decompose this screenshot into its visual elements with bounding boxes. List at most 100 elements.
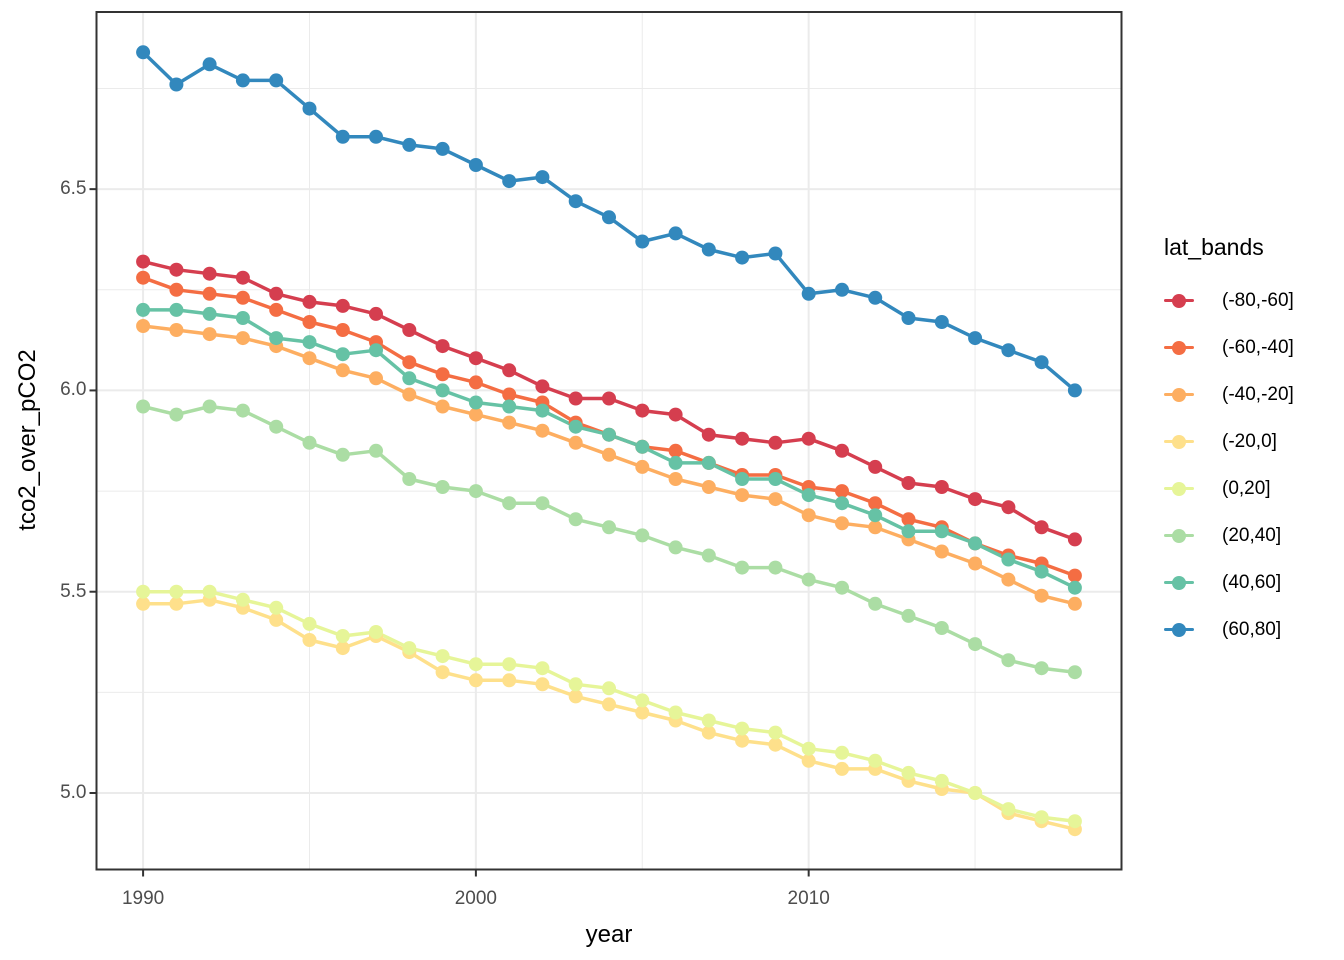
data-point bbox=[136, 584, 151, 599]
data-point bbox=[535, 677, 550, 692]
data-point bbox=[169, 596, 184, 611]
data-point bbox=[169, 323, 184, 337]
legend-item-label: (60,80] bbox=[1222, 618, 1282, 640]
data-point bbox=[1034, 588, 1049, 603]
data-point bbox=[402, 641, 417, 656]
series-points bbox=[136, 45, 1082, 837]
data-point bbox=[701, 725, 716, 740]
data-point bbox=[435, 399, 450, 414]
series-points-5 bbox=[136, 399, 1082, 680]
data-point bbox=[868, 496, 883, 511]
data-point bbox=[868, 508, 883, 523]
data-point bbox=[968, 556, 983, 571]
data-point bbox=[635, 234, 650, 249]
data-point bbox=[701, 242, 716, 257]
data-point bbox=[335, 347, 350, 362]
data-point bbox=[169, 282, 184, 297]
data-point bbox=[868, 290, 883, 305]
series-points-7 bbox=[136, 45, 1082, 398]
data-point bbox=[402, 387, 417, 402]
data-point bbox=[1001, 343, 1016, 358]
data-point bbox=[868, 753, 883, 768]
legend-key-icon bbox=[1164, 575, 1194, 590]
data-point bbox=[568, 391, 583, 406]
data-point bbox=[735, 721, 750, 736]
data-point bbox=[235, 270, 250, 285]
legend-key-icon bbox=[1164, 434, 1194, 449]
data-point bbox=[235, 290, 250, 305]
axis-ticks bbox=[89, 188, 810, 877]
data-point bbox=[169, 262, 184, 277]
data-point bbox=[468, 673, 483, 688]
legend-item-label: (0,20] bbox=[1222, 477, 1271, 499]
data-point bbox=[402, 323, 417, 337]
data-point bbox=[335, 323, 350, 337]
data-point bbox=[202, 286, 217, 301]
data-point bbox=[635, 705, 650, 720]
data-point bbox=[934, 315, 949, 329]
data-point bbox=[136, 254, 151, 269]
data-point bbox=[1067, 580, 1082, 595]
data-point bbox=[835, 761, 849, 776]
data-point bbox=[602, 391, 616, 406]
data-point bbox=[668, 443, 683, 458]
data-point bbox=[934, 621, 949, 635]
data-point bbox=[801, 488, 816, 503]
data-point bbox=[801, 753, 816, 768]
data-point bbox=[602, 427, 616, 442]
data-point bbox=[568, 689, 583, 704]
data-point bbox=[369, 129, 383, 144]
data-point bbox=[835, 496, 849, 511]
y-tick-label: 6.5 bbox=[60, 178, 87, 200]
legend-items: (-80,-60] (-60,-40] (-40,-20] (-20,0] (0,20]… bbox=[1164, 277, 1294, 653]
data-point bbox=[369, 443, 383, 458]
data-point bbox=[302, 101, 317, 116]
data-point bbox=[402, 371, 417, 386]
legend-item-4: (0,20] bbox=[1164, 465, 1294, 512]
x-tick-label: 2010 bbox=[787, 888, 830, 909]
data-point bbox=[1001, 653, 1016, 668]
data-point bbox=[934, 773, 949, 788]
data-point bbox=[835, 516, 849, 531]
data-point bbox=[602, 520, 616, 535]
data-point bbox=[202, 399, 217, 414]
data-point bbox=[968, 536, 983, 551]
legend-key-icon bbox=[1164, 293, 1194, 308]
data-point bbox=[369, 343, 383, 358]
data-point bbox=[302, 633, 317, 647]
legend-item-label: (20,40] bbox=[1222, 524, 1282, 546]
data-point bbox=[568, 419, 583, 434]
data-point bbox=[502, 363, 517, 378]
legend-key-dot bbox=[1172, 293, 1186, 308]
data-point bbox=[269, 419, 284, 434]
data-point bbox=[169, 302, 184, 317]
data-point bbox=[302, 351, 317, 366]
data-point bbox=[202, 266, 217, 281]
legend-key-dot bbox=[1172, 481, 1186, 496]
data-point bbox=[302, 315, 317, 329]
data-point bbox=[768, 560, 783, 575]
data-point bbox=[901, 476, 916, 490]
data-point bbox=[801, 286, 816, 301]
data-point bbox=[502, 496, 517, 511]
data-point bbox=[1067, 665, 1082, 680]
data-point bbox=[468, 395, 483, 410]
data-point bbox=[735, 560, 750, 575]
y-tick-label: 5.5 bbox=[60, 580, 87, 602]
data-point bbox=[269, 302, 284, 317]
data-point bbox=[136, 319, 151, 333]
legend-key-dot bbox=[1172, 622, 1186, 637]
data-point bbox=[269, 600, 284, 615]
legend-item-6: (40,60] bbox=[1164, 559, 1294, 606]
legend-item-1: (-60,-40] bbox=[1164, 324, 1294, 371]
data-point bbox=[502, 415, 517, 430]
data-point bbox=[202, 306, 217, 321]
data-point bbox=[668, 472, 683, 486]
data-point bbox=[934, 544, 949, 559]
data-point bbox=[735, 431, 750, 446]
legend-item-5: (20,40] bbox=[1164, 512, 1294, 559]
data-point bbox=[335, 363, 350, 378]
legend-item-label: (-40,-20] bbox=[1222, 383, 1294, 405]
data-point bbox=[269, 612, 284, 627]
